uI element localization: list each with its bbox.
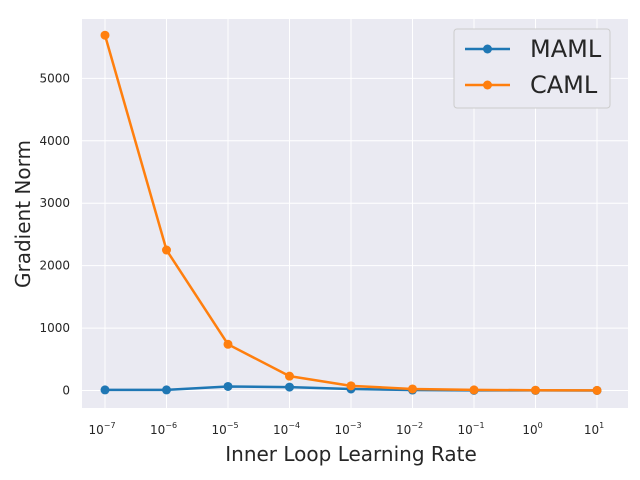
x-tick-label: 10−5	[211, 421, 238, 437]
y-tick-label: 5000	[39, 71, 70, 85]
y-tick-labels: 0 1000 2000 3000 4000 5000	[39, 71, 70, 397]
caml-point	[346, 381, 356, 391]
legend-maml-label: MAML	[530, 35, 602, 63]
caml-point	[162, 245, 171, 255]
x-tick-labels: 10−7 10−6 10−5 10−4 10−3 10−2 10−1 100 101	[88, 421, 604, 437]
maml-point	[100, 385, 110, 395]
y-tick-label: 3000	[39, 196, 70, 210]
legend-caml-marker	[483, 80, 492, 90]
caml-point	[408, 384, 417, 394]
legend-caml-label: CAML	[530, 71, 598, 99]
series-layer	[100, 30, 602, 395]
x-tick-label: 100	[522, 421, 542, 437]
caml-point	[285, 371, 294, 381]
legend-maml-marker	[483, 44, 492, 54]
legend: MAML CAML	[453, 28, 611, 109]
caml-point	[469, 385, 479, 395]
y-tick-label: 1000	[39, 321, 70, 335]
y-tick-label: 2000	[39, 259, 70, 273]
x-tick-label: 10−1	[457, 421, 484, 437]
y-tick-label: 0	[62, 384, 70, 398]
x-axis-label: Inner Loop Learning Rate	[225, 442, 477, 466]
y-tick-label: 4000	[39, 134, 70, 148]
x-tick-label: 10−4	[273, 421, 300, 437]
x-tick-label: 10−2	[396, 421, 423, 437]
x-tick-label: 101	[584, 421, 604, 437]
caml-point	[100, 30, 110, 40]
y-axis-label: Gradient Norm	[11, 140, 35, 288]
maml-point	[285, 382, 294, 392]
caml-point	[592, 385, 602, 395]
caml-point	[531, 385, 540, 395]
x-tick-label: 10−6	[150, 421, 177, 437]
x-tick-label: 10−7	[88, 421, 115, 437]
caml-point	[223, 339, 233, 349]
maml-point	[162, 385, 171, 395]
x-tick-label: 10−3	[334, 421, 361, 437]
maml-point	[223, 381, 233, 391]
